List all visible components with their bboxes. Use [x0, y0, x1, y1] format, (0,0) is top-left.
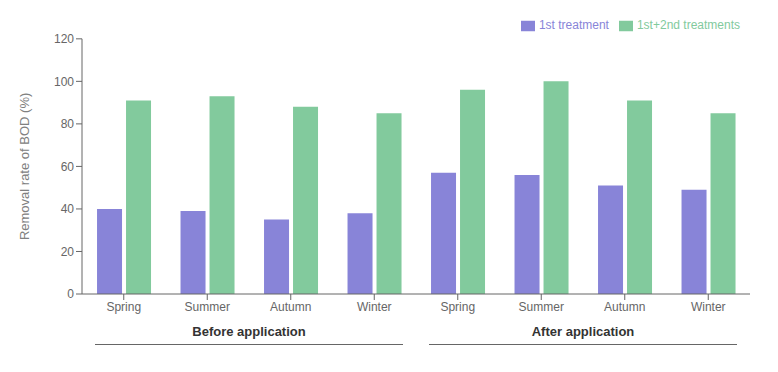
svg-text:Summer: Summer	[185, 300, 230, 314]
html-text:After application: After application	[531, 324, 635, 339]
svg-text:20: 20	[61, 245, 75, 259]
html-text:1st treatment: 1st treatment	[538, 18, 609, 32]
svg-text:120: 120	[54, 32, 74, 46]
svg-text:Winter: Winter	[357, 300, 392, 314]
svg-text:100: 100	[54, 75, 74, 89]
svg-text:Autumn: Autumn	[604, 300, 645, 314]
svg-text:80: 80	[61, 117, 75, 131]
html-text:Before application: Before application	[192, 324, 306, 339]
svg-text:0: 0	[67, 287, 74, 301]
svg-text:40: 40	[61, 202, 75, 216]
svg-text:Spring: Spring	[440, 300, 475, 314]
svg-text:60: 60	[61, 160, 75, 174]
svg-text:Spring: Spring	[106, 300, 141, 314]
svg-text:Winter: Winter	[691, 300, 726, 314]
svg-text:Autumn: Autumn	[270, 300, 311, 314]
html-text:1st+2nd treatments: 1st+2nd treatments	[636, 18, 740, 32]
svg-text:Removal rate of BOD (%): Removal rate of BOD (%)	[17, 93, 32, 240]
svg-text:Summer: Summer	[519, 300, 564, 314]
